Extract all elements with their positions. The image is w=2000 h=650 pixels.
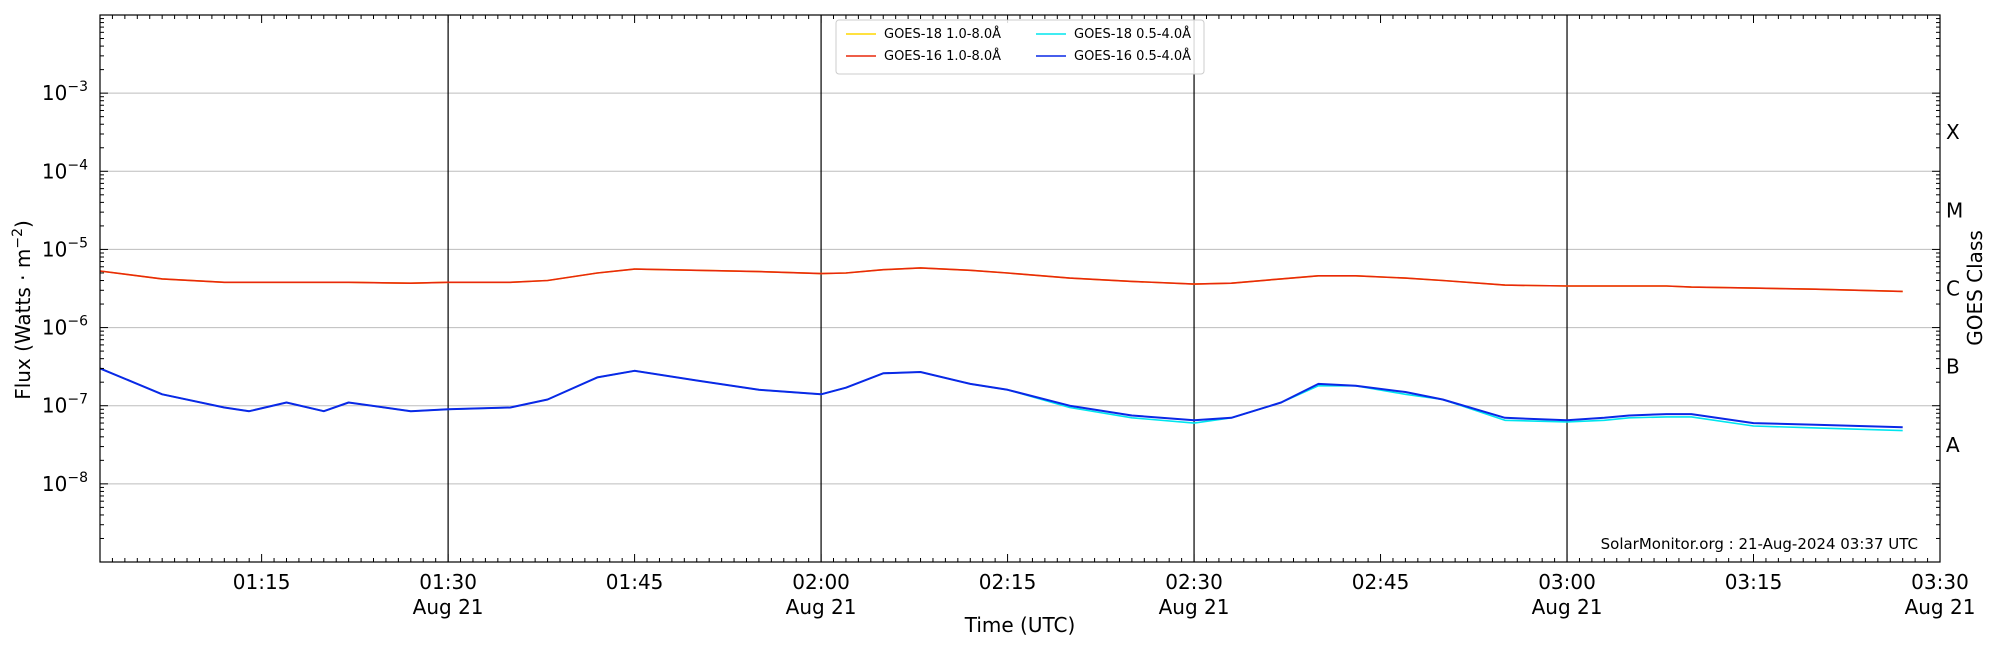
x-tick-date-label: Aug 21: [1532, 595, 1603, 619]
x-tick-label: 03:15: [1725, 570, 1783, 594]
x-tick-label: 03:30: [1911, 570, 1969, 594]
credit-text: SolarMonitor.org : 21-Aug-2024 03:37 UTC: [1601, 535, 1918, 553]
series-line: [99, 267, 1903, 293]
y-tick-labels: 10−8 10−7 10−6 10−5 10−4 10−3: [42, 79, 88, 496]
y-tick-label: 10−5: [42, 235, 88, 261]
goes-class-label: M: [1946, 198, 1963, 222]
grid-lines: [100, 92, 1940, 485]
series-lines: [99, 267, 1903, 432]
x-axis-title: Time (UTC): [964, 613, 1076, 637]
x-tick-label: 02:15: [979, 570, 1037, 594]
x-tick-date-label: Aug 21: [786, 595, 857, 619]
x-tick-label: 01:15: [233, 570, 291, 594]
x-tick-label: 03:00: [1538, 570, 1596, 594]
y-tick-label: 10−7: [42, 392, 88, 418]
legend-entry-label: GOES-18 0.5-4.0Å: [1074, 26, 1191, 42]
y-tick-label: 10−3: [42, 79, 88, 105]
goes-class-label: B: [1946, 355, 1960, 379]
goes-class-label: X: [1946, 120, 1960, 144]
goes-class-axis-title: GOES Class: [1963, 230, 1987, 346]
series-line: [99, 367, 1903, 429]
x-tick-date-label: Aug 21: [1905, 595, 1976, 619]
series-line: [99, 367, 1903, 432]
legend-box: [835, 19, 1205, 75]
plot-frame: [99, 14, 1941, 563]
goes-class-label: C: [1946, 277, 1960, 301]
x-tick-label: 02:30: [1165, 570, 1223, 594]
y-axis-title-main: Flux (Watts · m: [11, 249, 35, 400]
legend: GOES-18 1.0-8.0Å GOES-18 0.5-4.0Å GOES-16 …: [835, 19, 1205, 75]
axis-ticks: [99, 14, 1941, 563]
y-tick-label: 10−4: [42, 157, 88, 183]
x-tick-date-label: Aug 21: [413, 595, 484, 619]
x-tick-label: 02:00: [792, 570, 850, 594]
y-axis-title-superscript: −2: [10, 228, 26, 249]
x-tick-date-label: Aug 21: [1159, 595, 1230, 619]
y-tick-label: 10−8: [42, 470, 88, 496]
y-axis-title-close: ): [11, 220, 35, 228]
legend-entry-label: GOES-16 0.5-4.0Å: [1074, 48, 1191, 64]
y-axis-title: Flux (Watts · m−2): [10, 220, 35, 400]
legend-entry-label: GOES-16 1.0-8.0Å: [884, 48, 1001, 64]
series-line: [99, 267, 1903, 293]
goes-class-labels: A B C M X: [1946, 120, 1963, 457]
x-tick-label: 02:45: [1352, 570, 1410, 594]
x-tick-label: 01:45: [606, 570, 664, 594]
goes-class-label: A: [1946, 433, 1960, 457]
legend-entry-label: GOES-18 1.0-8.0Å: [884, 26, 1001, 42]
y-tick-label: 10−6: [42, 314, 88, 340]
day-marker-lines: [447, 15, 1568, 562]
x-tick-label: 01:30: [419, 570, 477, 594]
